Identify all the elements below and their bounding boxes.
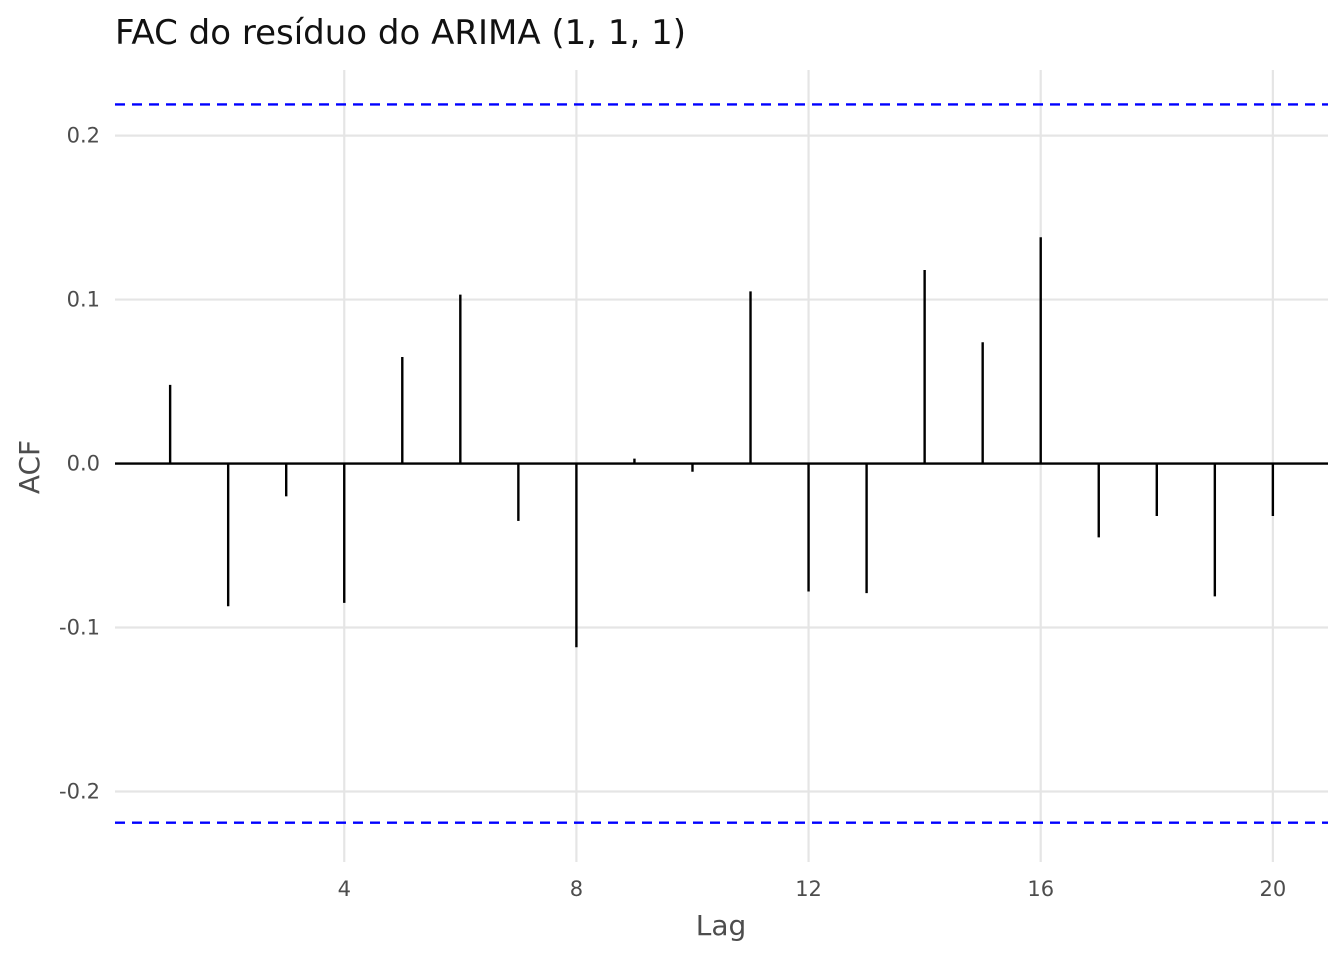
y-tick-label: 0.1 xyxy=(67,288,100,312)
x-tick-label: 16 xyxy=(1027,877,1054,901)
y-tick-label: -0.1 xyxy=(59,616,100,640)
chart-title: FAC do resíduo do ARIMA (1, 1, 1) xyxy=(115,13,686,53)
x-tick-label: 4 xyxy=(338,877,351,901)
x-tick-label: 20 xyxy=(1259,877,1286,901)
confidence-bounds xyxy=(115,103,1328,824)
acf-bars xyxy=(168,237,1275,648)
y-axis-ticks: -0.2 -0.1 0.0 0.1 0.2 xyxy=(59,124,100,804)
x-axis-title: Lag xyxy=(696,909,747,942)
x-axis-ticks: 4 8 12 16 20 xyxy=(338,877,1287,901)
y-tick-label: 0.0 xyxy=(67,452,100,476)
x-tick-label: 8 xyxy=(570,877,583,901)
y-axis-title: ACF xyxy=(13,440,46,494)
y-tick-label: 0.2 xyxy=(67,124,100,148)
y-tick-label: -0.2 xyxy=(59,779,100,803)
grid xyxy=(115,70,1328,862)
x-tick-label: 12 xyxy=(795,877,822,901)
